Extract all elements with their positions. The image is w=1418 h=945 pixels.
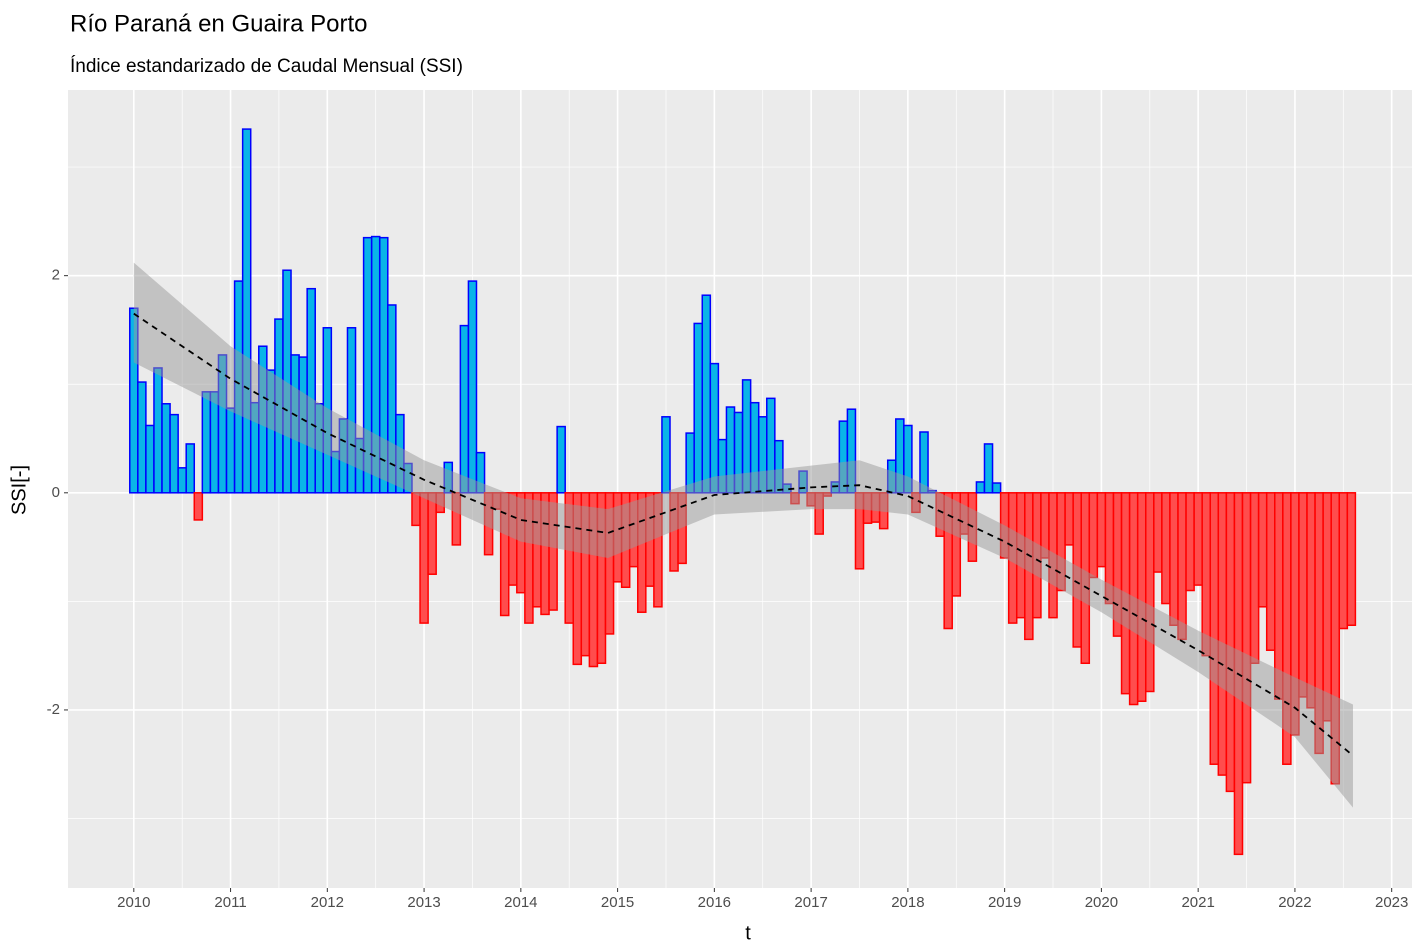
bar [701,294,712,494]
bar [1064,492,1074,546]
bar [1249,492,1260,665]
bar [1209,492,1220,765]
x-tick-label: 2011 [214,894,246,911]
bar [153,367,163,494]
bar [145,424,155,494]
x-tick-label: 2023 [1375,894,1408,911]
bar [467,280,478,494]
bar [1217,492,1228,776]
x-tick-label: 2022 [1278,894,1311,911]
bar [951,492,962,597]
x-tick-label: 2015 [601,894,634,911]
bar [177,467,187,494]
bar [1346,492,1357,627]
bar [411,492,421,527]
x-tick-label: 2012 [311,894,344,911]
bar [241,128,252,494]
x-tick-label: 2021 [1181,894,1214,911]
bar [161,403,171,494]
x-tick-label: 2019 [988,894,1021,911]
bar [1225,492,1236,793]
bar [983,443,994,494]
y-tick-label: 2 [52,267,60,284]
x-tick-label: 2013 [407,894,440,911]
bar [201,391,212,494]
bar [185,443,196,494]
bar [556,425,566,494]
bar [419,492,429,624]
bar [1241,492,1252,784]
x-tick-label: 2014 [504,894,537,911]
bar [1177,492,1187,641]
bar [427,492,437,575]
bar [1193,492,1203,586]
bar [1265,492,1276,651]
bar [1169,492,1179,627]
trend-line [133,312,1354,757]
bar [1096,492,1107,568]
bar [387,304,397,494]
bar [1338,492,1349,630]
x-tick-label: 2010 [117,894,150,911]
bar [548,492,558,611]
bar [1322,492,1332,722]
bar [991,482,1002,494]
y-axis-label: SSI[-] [8,465,30,515]
bar [306,287,316,494]
bar [459,324,470,494]
bar [693,322,704,494]
bar [346,327,357,494]
bar [1088,492,1099,579]
bar [1298,492,1308,698]
bar [1161,492,1171,605]
bar [661,416,671,494]
bar [1257,492,1268,608]
x-tick-label: 2017 [794,894,827,911]
x-axis-label: t [745,922,751,944]
bar [193,492,204,521]
x-tick-label: 2020 [1085,894,1118,911]
bar [1201,492,1212,657]
bar [1153,492,1163,573]
bar [1274,492,1284,700]
bar [653,492,663,608]
y-tick-label: 0 [52,484,60,501]
bar [209,391,220,494]
bar [169,413,179,494]
bar [137,381,147,494]
bar [1136,492,1147,703]
x-tick-label: 2018 [891,894,924,911]
bar [709,362,720,494]
x-tick-label: 2016 [698,894,731,911]
bar [1306,492,1316,709]
bar [225,407,236,494]
bar [1185,492,1195,592]
bar [975,481,986,494]
chart-subtitle: Índice estandarizado de Caudal Mensual (… [70,56,463,77]
bar [1144,492,1155,693]
y-tick-label: -2 [47,701,60,718]
chart-title: Río Paraná en Guaira Porto [70,10,368,37]
